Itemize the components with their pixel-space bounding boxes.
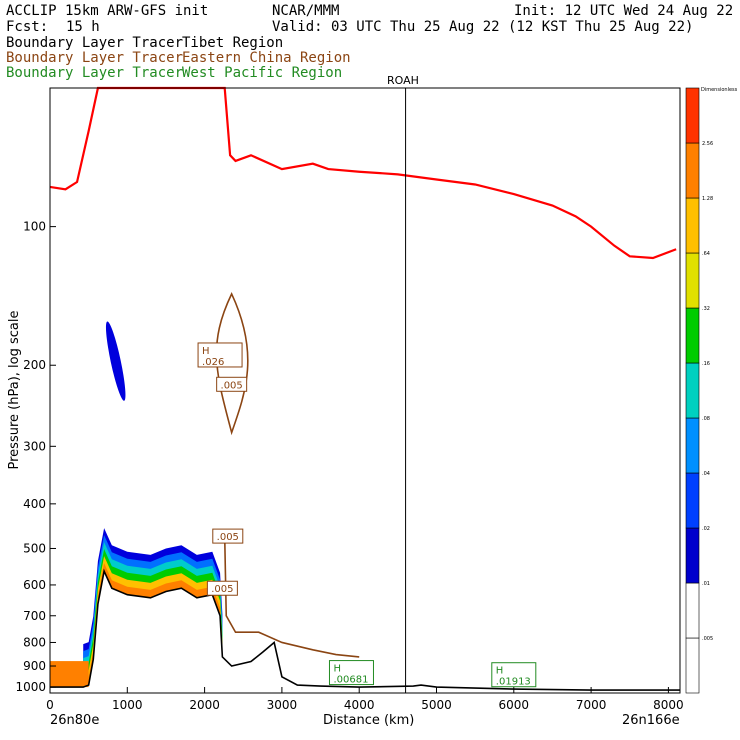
contour-label-box: [216, 376, 248, 392]
colorbar-segment: [685, 87, 700, 144]
contour-label-box: [206, 580, 238, 596]
y-tick-label: 900: [23, 659, 46, 673]
contour-label-box: [212, 528, 244, 544]
colorbar-segment: [685, 417, 700, 474]
x-tick-label: 6000: [499, 698, 530, 712]
contour-label-box: [197, 342, 243, 368]
x-axis-label: Distance (km): [323, 713, 415, 728]
y-tick-label: 200: [23, 358, 46, 372]
y-tick-label: 700: [23, 609, 46, 623]
colorbar-segment: [685, 637, 700, 694]
colorbar-label: .16: [702, 361, 710, 367]
valid-time: Valid: 03 UTC Thu 25 Aug 22 (12 KST Thu …: [272, 19, 694, 35]
colorbar-segment: [685, 362, 700, 419]
colorbar-label: .64: [702, 251, 710, 257]
red-contour-line: [49, 86, 677, 260]
title-left: ACCLIP 15km ARW-GFS init: [6, 3, 209, 19]
colorbar-segment: [685, 307, 700, 364]
blue-tracer-patch: [105, 321, 126, 401]
x-tick-label: 5000: [421, 698, 452, 712]
contour-label-box: [328, 660, 374, 686]
contour-label-h: H: [496, 666, 504, 677]
fcst-label: Fcst:: [6, 19, 49, 35]
legend-tibet-region: Tibet Region: [182, 35, 284, 51]
plot-frame: [49, 87, 681, 694]
colorbar-label: .32: [702, 306, 710, 312]
legend-westpacific-label: Boundary Layer Tracer: [6, 65, 184, 81]
title-center: NCAR/MMM: [272, 3, 340, 19]
legend-eastchina-region: Eastern China Region: [182, 50, 351, 66]
contour-label-value: .026: [202, 357, 224, 368]
contour-label-h: H: [202, 346, 210, 357]
x-tick-label: 2000: [189, 698, 220, 712]
init-time: Init: 12 UTC Wed 24 Aug 22: [514, 3, 734, 19]
colorbar-segment: [685, 142, 700, 199]
contour-label-value: .005: [211, 584, 233, 595]
y-tick-label: 800: [23, 635, 46, 649]
x-tick-label: 8000: [653, 698, 684, 712]
colorbar-label: .005: [702, 636, 713, 642]
brown-contour-lower: [223, 536, 360, 658]
brown-contour-upper: [215, 292, 249, 436]
colorbar-label: 1.28: [702, 196, 713, 202]
left-endpoint: 26n80e: [50, 713, 100, 728]
colorbar-segment: [685, 527, 700, 584]
tibet-boundary-line: [50, 568, 680, 691]
y-tick-label: 1000: [15, 680, 46, 694]
colorbar-title: Dimensionless: [701, 87, 738, 93]
fcst-value: 15 h: [66, 19, 100, 35]
legend-tibet-label: Boundary Layer Tracer: [6, 35, 184, 51]
x-tick-label: 1000: [112, 698, 143, 712]
marker-label: ROAH: [387, 74, 419, 87]
right-endpoint: 26n166e: [622, 713, 680, 728]
colorbar-segment: [685, 252, 700, 309]
colorbar-label: 2.56: [702, 141, 713, 147]
contour-label-box: [491, 662, 537, 688]
contour-label-h: H: [333, 664, 341, 675]
colorbar-segment: [685, 582, 700, 639]
contour-label-value: .005: [221, 380, 243, 391]
x-tick-label: 4000: [344, 698, 375, 712]
contour-label-value: .005: [217, 532, 239, 543]
x-tick-label: 3000: [267, 698, 298, 712]
y-tick-label: 300: [23, 439, 46, 453]
y-tick-label: 100: [23, 220, 46, 234]
x-tick-label: 7000: [576, 698, 607, 712]
y-tick-label: 600: [23, 578, 46, 592]
colorbar-segment: [685, 472, 700, 529]
contour-label-value: .01913: [496, 677, 531, 688]
y-tick-label: 500: [23, 541, 46, 555]
colorbar-label: .08: [702, 416, 710, 422]
y-axis-label: Pressure (hPa), log scale: [7, 310, 22, 470]
colorbar-label: .02: [702, 526, 710, 532]
tracer-surface-band: [50, 661, 89, 688]
colorbar-segment: [685, 197, 700, 254]
colorbar-label: .01: [702, 581, 710, 587]
contour-label-value: .00681: [333, 675, 368, 686]
colorbar-label: .04: [702, 471, 710, 477]
x-tick-label: 0: [46, 698, 54, 712]
legend-eastchina-label: Boundary Layer Tracer: [6, 50, 184, 66]
y-tick-label: 400: [23, 497, 46, 511]
legend-westpacific-region: West Pacific Region: [182, 65, 343, 81]
